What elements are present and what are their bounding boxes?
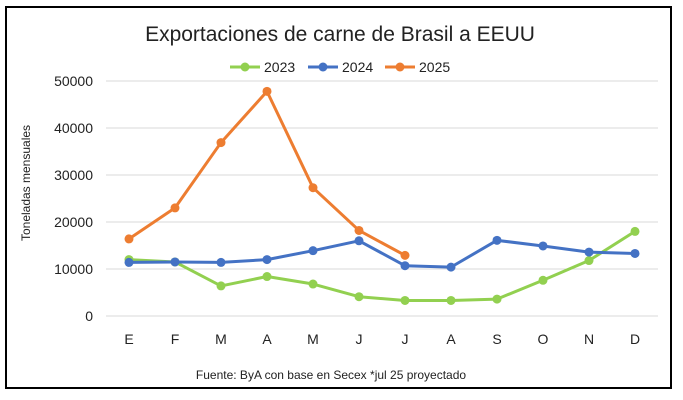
series-line [128,238,636,269]
data-point [584,247,594,257]
x-tick-label: D [630,331,640,347]
data-point [630,248,640,258]
chart-frame [5,6,672,389]
data-point [262,272,272,282]
chart-title: Exportaciones de carne de Brasil a EEUU [145,23,535,46]
data-point [492,235,502,245]
data-point [354,225,364,235]
legend-item: 2023 [230,59,295,75]
y-tick-label: 40000 [54,120,93,136]
data-point [308,279,318,289]
legend-item: 2025 [385,59,450,75]
y-tick-label: 30000 [54,167,93,183]
data-point [308,183,318,193]
data-point [216,138,226,148]
data-point [354,292,364,302]
series-2025 [124,86,410,260]
x-tick-label: E [124,331,133,347]
gridlines [106,80,658,317]
legend-label: 2025 [419,59,450,75]
legend-label: 2023 [264,59,295,75]
y-axis-ticks: 0 10000 20000 30000 40000 50000 [54,73,93,324]
data-point [262,255,272,265]
legend-item: 2024 [308,59,373,75]
data-point [538,241,548,251]
x-tick-label: O [538,331,549,347]
data-point [354,236,364,246]
data-point [124,234,134,244]
x-tick-label: M [215,331,227,347]
data-point [308,246,318,256]
legend-marker [318,62,328,72]
data-point [400,295,410,305]
series-line [128,230,636,302]
x-tick-label: N [584,331,594,347]
data-point [124,257,134,267]
data-point [584,256,594,266]
data-point [262,86,272,96]
data-point [492,294,502,304]
x-tick-label: J [402,331,409,347]
source-note: Fuente: ByA con base en Secex *jul 25 pr… [196,368,467,382]
x-tick-label: S [492,331,501,347]
data-point [400,250,410,260]
x-tick-label: J [356,331,363,347]
x-tick-label: A [262,331,272,347]
x-tick-label: F [171,331,180,347]
legend-label: 2024 [342,59,373,75]
series-line [128,89,406,257]
data-point [400,261,410,271]
y-tick-label: 50000 [54,73,93,89]
data-point [216,281,226,291]
x-tick-label: M [307,331,319,347]
legend-marker [240,62,250,72]
data-point [446,295,456,305]
y-tick-label: 20000 [54,214,93,230]
data-point [630,226,640,236]
data-point [538,275,548,285]
series-2024 [124,235,640,272]
data-point [446,262,456,272]
legend-marker [395,62,405,72]
y-tick-label: 10000 [54,261,93,277]
data-point [216,257,226,267]
legend: 2023 2024 2025 [230,59,450,75]
series-lines [124,86,640,305]
y-tick-label: 0 [85,308,93,324]
series-2023 [124,226,640,305]
y-axis-label: Toneladas mensuales [19,125,33,241]
data-point [170,257,180,267]
x-tick-label: A [446,331,456,347]
data-point [170,203,180,213]
